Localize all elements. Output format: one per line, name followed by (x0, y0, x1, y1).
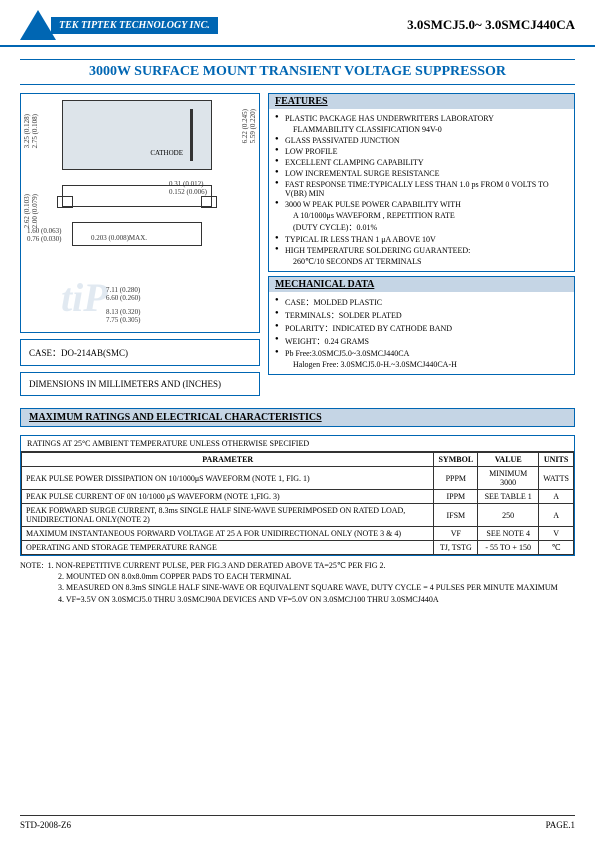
logo-brand: TEK (59, 20, 78, 31)
col-value: VALUE (478, 453, 539, 467)
company-logo: TEK TIPTEK TECHNOLOGY INC. (20, 10, 218, 40)
table-row: PEAK FORWARD SURGE CURRENT, 8.3ms SINGLE… (22, 504, 574, 527)
logo-text: TEK TIPTEK TECHNOLOGY INC. (51, 17, 218, 34)
page-footer: STD-2008-Z6 PAGE.1 (20, 815, 575, 830)
cell-param: PEAK PULSE POWER DISSIPATION ON 10/1000μ… (22, 467, 434, 490)
cell-units: A (539, 490, 574, 504)
feature-item: FAST RESPONSE TIME:TYPICALLY LESS THAN 1… (275, 179, 568, 199)
page-number: PAGE.1 (546, 820, 575, 830)
feature-item: A 10/1000μs WAVEFORM , REPETITION RATE (275, 210, 568, 221)
cell-units: A (539, 504, 574, 527)
logo-triangle-icon (20, 10, 56, 40)
mech-item: Halogen Free: 3.0SMCJ5.0-H.~3.0SMCJ440CA… (275, 359, 568, 370)
mech-item: WEIGHT：0.24 GRAMS (275, 335, 568, 348)
feature-item: LOW PROFILE (275, 146, 568, 157)
table-header-row: PARAMETER SYMBOL VALUE UNITS (22, 453, 574, 467)
note-item: 4. VF=3.5V ON 3.0SMCJ5.0 THRU 3.0SMCJ90A… (20, 594, 575, 605)
part-number-range: 3.0SMCJ5.0~ 3.0SMCJ440CA (407, 17, 575, 33)
cell-symbol: VF (434, 527, 478, 541)
ratings-caption: RATINGS AT 25°C AMBIENT TEMPERATURE UNLE… (21, 436, 574, 452)
feature-item: GLASS PASSIVATED JUNCTION (275, 135, 568, 146)
cell-param: PEAK PULSE CURRENT OF 0N 10/1000 μS WAVE… (22, 490, 434, 504)
notes-section: NOTE: 1. NON-REPETITIVE CURRENT PULSE, P… (20, 560, 575, 605)
ratings-section-header: MAXIMUM RATINGS AND ELECTRICAL CHARACTER… (20, 408, 575, 427)
cell-symbol: IFSM (434, 504, 478, 527)
cell-value: SEE TABLE 1 (478, 490, 539, 504)
mech-item: Pb Free:3.0SMCJ5.0~3.0SMCJ440CA (275, 348, 568, 359)
table-row: PEAK PULSE POWER DISSIPATION ON 10/1000μ… (22, 467, 574, 490)
feature-item: FLAMMABILITY CLASSIFICATION 94V-0 (275, 124, 568, 135)
page-title: 3000W SURFACE MOUNT TRANSIENT VOLTAGE SU… (20, 59, 575, 85)
mechanical-header: MECHANICAL DATA (268, 276, 575, 292)
table-row: OPERATING AND STORAGE TEMPERATURE RANGE … (22, 541, 574, 555)
dim-lead: 1.60 (0.063) 0.76 (0.030) (27, 227, 61, 243)
main-content-row: tiP CATHODE 3.25 (0.128) 2.75 (0.108) 6.… (0, 93, 595, 396)
cathode-band-icon (190, 109, 193, 161)
dim-width: 6.22 (0.245) 5.59 (0.220) (241, 109, 257, 143)
package-top-view: CATHODE (62, 100, 212, 170)
package-diagram: tiP CATHODE 3.25 (0.128) 2.75 (0.108) 6.… (20, 93, 260, 333)
table-row: MAXIMUM INSTANTANEOUS FORWARD VOLTAGE AT… (22, 527, 574, 541)
right-column: FEATURES PLASTIC PACKAGE HAS UNDERWRITER… (268, 93, 575, 396)
features-header: FEATURES (268, 93, 575, 109)
ratings-table-container: RATINGS AT 25°C AMBIENT TEMPERATURE UNLE… (20, 435, 575, 556)
feature-item: EXCELLENT CLAMPING CAPABILITY (275, 157, 568, 168)
cell-symbol: PPPM (434, 467, 478, 490)
feature-item: LOW INCREMENTAL SURGE RESISTANCE (275, 168, 568, 179)
feature-item: TYPICAL IR LESS THAN 1 μA ABOVE 10V (275, 234, 568, 245)
mech-item: TERMINALS：SOLDER PLATED (275, 309, 568, 322)
dim-thick: 0.31 (0.012) 0.152 (0.006) (169, 180, 207, 196)
cell-value: - 55 TO + 150 (478, 541, 539, 555)
feature-item: (DUTY CYCLE)：0.01% (275, 221, 568, 234)
feature-item: PLASTIC PACKAGE HAS UNDERWRITERS LABORAT… (275, 113, 568, 124)
feature-item: 260℃/10 SECONDS AT TERMINALS (275, 256, 568, 267)
watermark-icon: tiP (61, 274, 108, 321)
dim-height: 3.25 (0.128) 2.75 (0.108) (23, 114, 39, 148)
features-list: PLASTIC PACKAGE HAS UNDERWRITERS LABORAT… (275, 113, 568, 267)
left-column: tiP CATHODE 3.25 (0.128) 2.75 (0.108) 6.… (20, 93, 260, 396)
cell-param: PEAK FORWARD SURGE CURRENT, 8.3ms SINGLE… (22, 504, 434, 527)
dim-len: 7.11 (0.280) 6.60 (0.260) (106, 286, 140, 302)
package-bottom-view (72, 222, 202, 246)
ratings-table: PARAMETER SYMBOL VALUE UNITS PEAK PULSE … (21, 452, 574, 555)
page-header: TEK TIPTEK TECHNOLOGY INC. 3.0SMCJ5.0~ 3… (0, 0, 595, 47)
feature-item: HIGH TEMPERATURE SOLDERING GUARANTEED: (275, 245, 568, 256)
cell-param: OPERATING AND STORAGE TEMPERATURE RANGE (22, 541, 434, 555)
mech-item: POLARITY：INDICATED BY CATHODE BAND (275, 322, 568, 335)
note-item: 3. MEASURED ON 8.3mS SINGLE HALF SINE-WA… (20, 582, 575, 593)
cell-units: WATTS (539, 467, 574, 490)
note-item: 2. MOUNTED ON 8.0x8.0mm COPPER PADS TO E… (20, 571, 575, 582)
mechanical-body: CASE：MOLDED PLASTIC TERMINALS：SOLDER PLA… (268, 292, 575, 375)
mech-item: CASE：MOLDED PLASTIC (275, 296, 568, 309)
cell-units: ℃ (539, 541, 574, 555)
cell-value: 250 (478, 504, 539, 527)
note-item: NOTE: 1. NON-REPETITIVE CURRENT PULSE, P… (20, 560, 575, 571)
col-parameter: PARAMETER (22, 453, 434, 467)
col-symbol: SYMBOL (434, 453, 478, 467)
case-type-box: CASE：DO-214AB(SMC) (20, 339, 260, 366)
dimensions-unit-note: DIMENSIONS IN MILLIMETERS AND (INCHES) (20, 372, 260, 396)
table-row: PEAK PULSE CURRENT OF 0N 10/1000 μS WAVE… (22, 490, 574, 504)
dim-side-h: 2.62 (0.103) 2.00 (0.079) (23, 194, 39, 228)
cathode-label: CATHODE (150, 149, 183, 157)
cell-symbol: TJ, TSTG (434, 541, 478, 555)
col-units: UNITS (539, 453, 574, 467)
cell-value: SEE NOTE 4 (478, 527, 539, 541)
doc-number: STD-2008-Z6 (20, 820, 71, 830)
features-body: PLASTIC PACKAGE HAS UNDERWRITERS LABORAT… (268, 109, 575, 272)
mechanical-list: CASE：MOLDED PLASTIC TERMINALS：SOLDER PLA… (275, 296, 568, 370)
feature-item: 3000 W PEAK PULSE POWER CAPABILITY WITH (275, 199, 568, 210)
dim-total: 8.13 (0.320) 7.75 (0.305) (106, 308, 140, 324)
cell-symbol: IPPM (434, 490, 478, 504)
cell-param: MAXIMUM INSTANTANEOUS FORWARD VOLTAGE AT… (22, 527, 434, 541)
cell-value: MINIMUM 3000 (478, 467, 539, 490)
logo-company: TIPTEK TECHNOLOGY INC. (81, 20, 210, 31)
cell-units: V (539, 527, 574, 541)
